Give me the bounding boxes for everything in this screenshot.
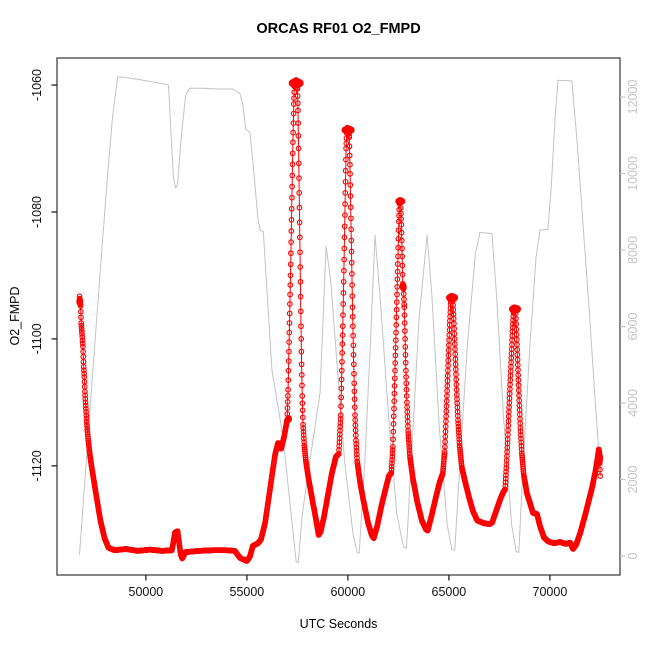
o2-series-dense-clusters [76, 78, 604, 466]
svg-text:65000: 65000 [432, 585, 467, 599]
o2-series-points [76, 77, 604, 564]
x-axis-title: UTC Seconds [299, 617, 378, 631]
svg-text:6000: 6000 [626, 313, 640, 341]
svg-text:0: 0 [626, 552, 640, 559]
svg-text:-1120: -1120 [30, 450, 44, 481]
svg-text:10000: 10000 [626, 156, 640, 191]
svg-text:60000: 60000 [331, 585, 366, 599]
svg-text:50000: 50000 [129, 585, 164, 599]
svg-text:2000: 2000 [626, 466, 640, 494]
plot-box [56, 57, 621, 576]
svg-text:4000: 4000 [626, 389, 640, 417]
x-axis-ticks: 50000 55000 60000 65000 70000 [129, 575, 568, 599]
svg-text:-1100: -1100 [30, 323, 44, 354]
svg-text:12000: 12000 [626, 80, 640, 115]
svg-text:-1080: -1080 [30, 196, 44, 228]
left-axis-ticks: -1060 -1080 -1100 -1120 [30, 69, 57, 481]
plot-title: ORCAS RF01 O2_FMPD [256, 21, 421, 37]
right-axis-ticks: 0 2000 4000 6000 8000 10000 12000 [620, 80, 640, 559]
svg-text:8000: 8000 [626, 236, 640, 264]
svg-text:55000: 55000 [230, 585, 265, 599]
svg-text:70000: 70000 [533, 585, 568, 599]
svg-text:-1060: -1060 [30, 69, 44, 101]
altitude-line-series [79, 76, 600, 563]
